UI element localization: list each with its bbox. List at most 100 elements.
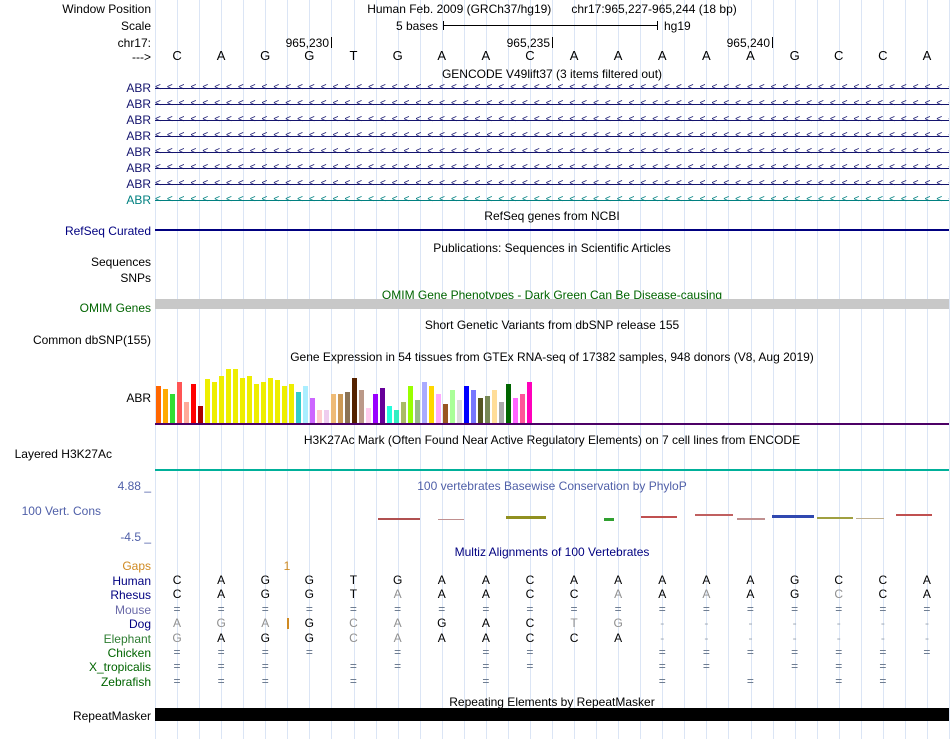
- gtex-bar[interactable]: [429, 386, 434, 424]
- gene-item[interactable]: <<<<<<<<<<<<<<<<<<<<<<<<<<<<<<<<<<<<<<<<…: [155, 96, 949, 112]
- gene-item[interactable]: <<<<<<<<<<<<<<<<<<<<<<<<<<<<<<<<<<<<<<<<…: [155, 128, 949, 144]
- gtex-bar[interactable]: [177, 382, 182, 424]
- genome-label: hg19: [664, 19, 691, 33]
- track-title-refseq[interactable]: RefSeq genes from NCBI: [484, 209, 620, 223]
- gtex-bar[interactable]: [457, 400, 462, 424]
- gtex-bar[interactable]: [296, 392, 301, 424]
- gtex-bar[interactable]: [387, 406, 392, 424]
- gtex-bar[interactable]: [527, 382, 532, 424]
- track-title-omim[interactable]: OMIM Gene Phenotypes - Dark Green Can Be…: [381, 288, 723, 302]
- gtex-bar[interactable]: [373, 394, 378, 424]
- gtex-bar[interactable]: [415, 400, 420, 424]
- scale-bar: [443, 25, 658, 26]
- gtex-bar[interactable]: [450, 390, 455, 424]
- gene-item[interactable]: <<<<<<<<<<<<<<<<<<<<<<<<<<<<<<<<<<<<<<<<…: [155, 176, 949, 192]
- strand-arrows: <<<<<<<<<<<<<<<<<<<<<<<<<<<<<<<<<<<<<<<<…: [155, 162, 949, 173]
- gtex-bar[interactable]: [191, 384, 196, 424]
- gtex-bar[interactable]: [338, 394, 343, 424]
- track-title-h3k27ac[interactable]: H3K27Ac Mark (Often Found Near Active Re…: [303, 433, 801, 447]
- alignment-cell: C: [525, 631, 535, 645]
- gtex-bar[interactable]: [380, 388, 385, 424]
- track-title-publications[interactable]: Publications: Sequences in Scientific Ar…: [433, 241, 671, 255]
- repeatmasker-item[interactable]: [155, 708, 949, 721]
- gene-label: ABR: [126, 193, 151, 207]
- refseq-curated-item[interactable]: [155, 229, 949, 231]
- gtex-bar[interactable]: [345, 392, 350, 424]
- gtex-bar[interactable]: [366, 408, 371, 424]
- track-title-gencode[interactable]: GENCODE V49lift37 (3 items filtered out): [441, 67, 663, 81]
- grid-line: [331, 0, 333, 739]
- track-title-multiz[interactable]: Multiz Alignments of 100 Vertebrates: [454, 545, 650, 559]
- gtex-bar[interactable]: [492, 390, 497, 424]
- gtex-bar[interactable]: [499, 402, 504, 424]
- gtex-bar[interactable]: [485, 396, 490, 424]
- gtex-bar[interactable]: [198, 406, 203, 424]
- alignment-cell: -: [792, 631, 797, 645]
- gtex-bar[interactable]: [478, 398, 483, 424]
- gtex-bar[interactable]: [317, 410, 322, 424]
- gtex-bar[interactable]: [184, 402, 189, 424]
- gtex-bar[interactable]: [408, 386, 413, 424]
- gtex-bar[interactable]: [331, 394, 336, 424]
- gtex-bar[interactable]: [303, 386, 308, 424]
- gtex-bar[interactable]: [163, 389, 168, 424]
- gtex-bar[interactable]: [170, 394, 175, 424]
- grid-line: [199, 0, 201, 739]
- gene-item[interactable]: <<<<<<<<<<<<<<<<<<<<<<<<<<<<<<<<<<<<<<<<…: [155, 192, 949, 208]
- grid-line: [772, 0, 774, 739]
- track-title-phylop[interactable]: 100 vertebrates Basewise Conservation by…: [417, 479, 687, 493]
- scale-bar-right-tick: [657, 21, 658, 30]
- conservation-mark: [737, 518, 765, 520]
- track-title-repeatmasker[interactable]: Repeating Elements by RepeatMasker: [449, 695, 655, 709]
- track-title-dbsnp[interactable]: Short Genetic Variants from dbSNP releas…: [424, 318, 680, 332]
- gtex-bar[interactable]: [205, 379, 210, 424]
- gtex-bar[interactable]: [464, 386, 469, 424]
- gene-item[interactable]: <<<<<<<<<<<<<<<<<<<<<<<<<<<<<<<<<<<<<<<<…: [155, 160, 949, 176]
- gtex-bar[interactable]: [233, 369, 238, 424]
- base-letter: A: [702, 48, 711, 63]
- gtex-bar[interactable]: [247, 376, 252, 424]
- gtex-bar[interactable]: [394, 410, 399, 424]
- gtex-bar[interactable]: [352, 378, 357, 424]
- gene-intron-line: [155, 120, 949, 121]
- gtex-bar[interactable]: [275, 380, 280, 424]
- gtex-bar[interactable]: [401, 402, 406, 424]
- gtex-bar[interactable]: [520, 394, 525, 424]
- alignment-cell: G: [613, 616, 623, 630]
- gtex-bar[interactable]: [310, 398, 315, 424]
- multiz-row-label: Mouse: [114, 603, 151, 617]
- gtex-bar[interactable]: [212, 382, 217, 424]
- alignment-cell: C: [349, 631, 358, 645]
- omim-genes-item[interactable]: [155, 299, 949, 309]
- grid-line: [529, 0, 531, 739]
- gtex-bar[interactable]: [240, 378, 245, 424]
- track-title-gtex[interactable]: Gene Expression in 54 tissues from GTEx …: [290, 350, 814, 364]
- alignment-cell: =: [526, 659, 534, 673]
- alignment-cell: A: [746, 587, 755, 601]
- gtex-bar[interactable]: [289, 384, 294, 424]
- gtex-bar[interactable]: [219, 376, 224, 424]
- gtex-bar[interactable]: [268, 378, 273, 424]
- alignment-cell: A: [481, 573, 490, 587]
- gene-item[interactable]: <<<<<<<<<<<<<<<<<<<<<<<<<<<<<<<<<<<<<<<<…: [155, 144, 949, 160]
- alignment-cell: G: [260, 631, 270, 645]
- gtex-bar[interactable]: [471, 390, 476, 424]
- gene-item[interactable]: <<<<<<<<<<<<<<<<<<<<<<<<<<<<<<<<<<<<<<<<…: [155, 112, 949, 128]
- alignment-cell: G: [392, 573, 403, 587]
- gtex-bar[interactable]: [443, 404, 448, 424]
- gtex-bar[interactable]: [261, 382, 266, 424]
- gtex-bar[interactable]: [436, 394, 441, 424]
- alignment-cell: =: [746, 645, 754, 659]
- gtex-bar[interactable]: [359, 390, 364, 424]
- gtex-bar[interactable]: [506, 384, 511, 424]
- h3k27ac-signal[interactable]: [155, 469, 949, 471]
- gtex-bar[interactable]: [324, 410, 329, 424]
- alignment-cell: G: [789, 573, 800, 587]
- gtex-bar[interactable]: [422, 382, 427, 424]
- gtex-bar[interactable]: [254, 384, 259, 424]
- gtex-bar[interactable]: [156, 386, 161, 424]
- gtex-bar[interactable]: [226, 369, 231, 424]
- gtex-bar[interactable]: [513, 398, 518, 424]
- gtex-bar[interactable]: [282, 386, 287, 424]
- gene-item[interactable]: <<<<<<<<<<<<<<<<<<<<<<<<<<<<<<<<<<<<<<<<…: [155, 80, 949, 96]
